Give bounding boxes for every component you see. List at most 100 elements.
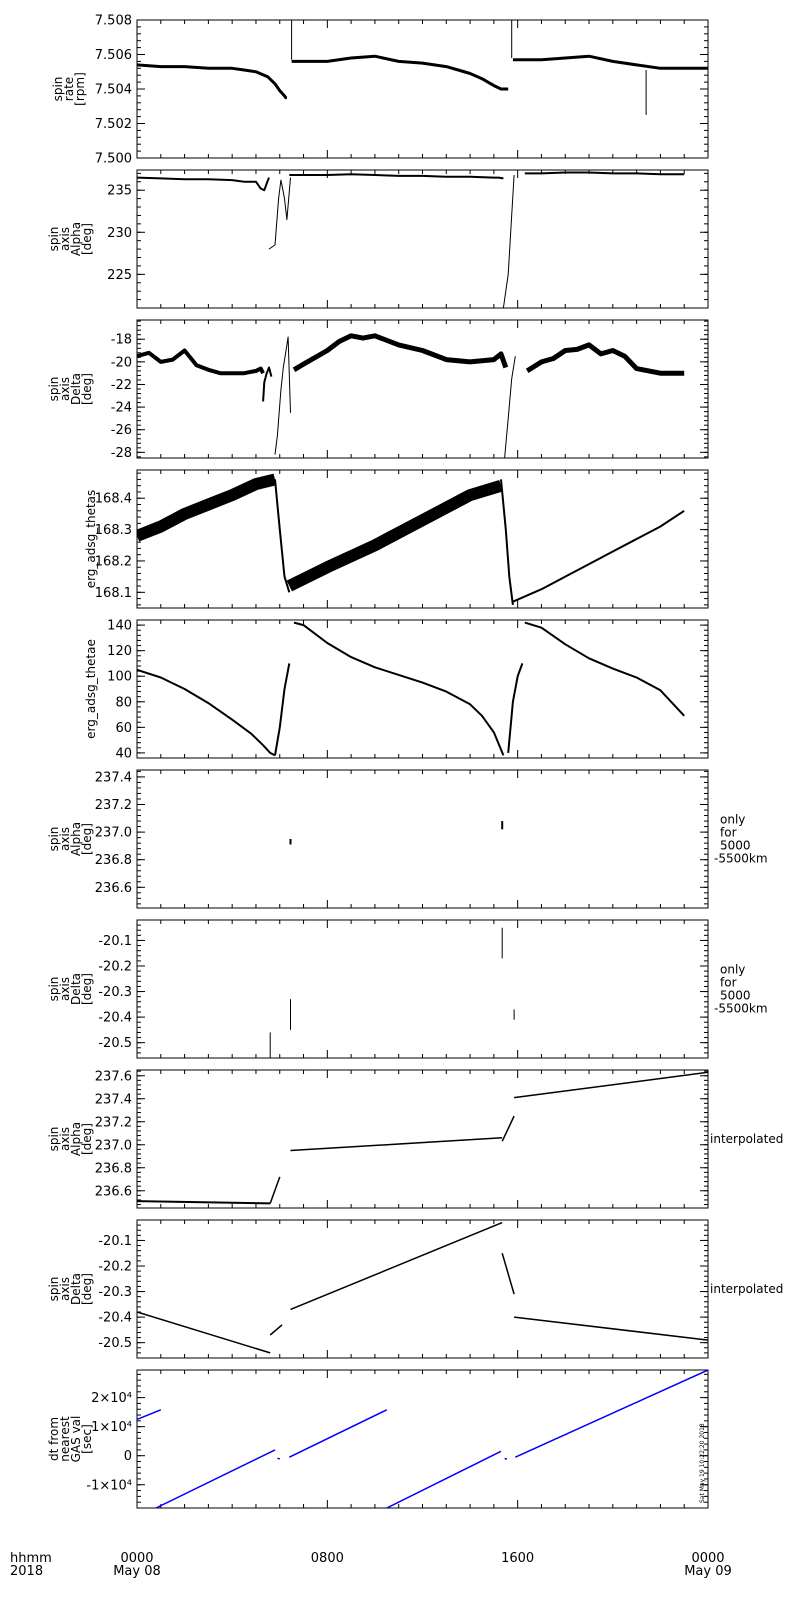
y-tick-label: 168.2 bbox=[95, 554, 132, 569]
y-axis-label: axis bbox=[58, 1277, 72, 1301]
y-axis-label: Delta bbox=[69, 973, 83, 1005]
panel-frame bbox=[136, 1069, 709, 1209]
y-tick-label: 80 bbox=[115, 695, 132, 710]
y-tick-label: 0 bbox=[124, 1449, 132, 1464]
y-tick-label: -20.3 bbox=[98, 1285, 132, 1300]
data-series-2 bbox=[268, 177, 291, 250]
y-tick-label: 236.6 bbox=[95, 881, 132, 896]
y-axis-label: [deg] bbox=[80, 1123, 94, 1155]
y-axis-label: spin bbox=[47, 227, 61, 252]
y-axis-label: axis bbox=[58, 227, 72, 251]
data-series-1 bbox=[137, 1200, 271, 1205]
panels-group: 7.5007.5027.5047.5067.508spinrate[rpm]22… bbox=[47, 14, 783, 1509]
y-axis-label: [deg] bbox=[80, 373, 94, 405]
y-tick-label: -20.5 bbox=[98, 1336, 132, 1351]
data-series-3 bbox=[290, 1137, 503, 1152]
data-series-1 bbox=[137, 63, 288, 100]
y-axis-label: Delta bbox=[69, 373, 83, 405]
y-tick-label: 7.506 bbox=[95, 48, 132, 63]
data-series-5 bbox=[512, 509, 685, 603]
y-tick-label: 237.0 bbox=[95, 826, 132, 841]
data-series-5 bbox=[524, 621, 685, 717]
data-series-3 bbox=[293, 621, 505, 756]
panel-frame bbox=[136, 919, 709, 1059]
y-axis-label: spin bbox=[47, 1127, 61, 1152]
y-tick-label: 236.8 bbox=[95, 853, 132, 868]
y-tick-label: 168.1 bbox=[95, 586, 132, 601]
y-tick-label: -20 bbox=[111, 355, 132, 370]
side-label: 5000 bbox=[720, 989, 751, 1003]
y-tick-label: -20.4 bbox=[98, 1311, 132, 1326]
panel-frame bbox=[136, 619, 709, 759]
y-tick-label: 60 bbox=[115, 721, 132, 736]
y-tick-label: 237.2 bbox=[95, 1115, 132, 1130]
panel-9: -20.5 -20.4 -20.3 -20.2 -20.1 spinaxisDelta[d… bbox=[47, 1219, 783, 1359]
y-tick-label: -18 bbox=[111, 333, 132, 348]
y-tick-label: 168.3 bbox=[95, 523, 132, 538]
y-axis-label: erg_adsg_thetae bbox=[84, 639, 98, 739]
y-axis-label: spin bbox=[47, 977, 61, 1002]
y-tick-label: -20.2 bbox=[98, 960, 132, 975]
y-tick-label: 237.4 bbox=[95, 770, 132, 785]
data-series-4 bbox=[507, 663, 524, 753]
y-tick-label: 2×10⁴ bbox=[91, 1391, 132, 1406]
data-series-2 bbox=[155, 1449, 276, 1508]
panel-frame bbox=[136, 1369, 709, 1509]
data-series-1 bbox=[137, 176, 270, 192]
y-tick-label: -26 bbox=[111, 423, 132, 438]
y-axis-label: [deg] bbox=[80, 223, 94, 255]
panel-frame bbox=[136, 319, 709, 459]
panel-frame bbox=[136, 469, 709, 609]
panel-5: 40 60 80 100 120 140 erg_adsg_thetae bbox=[84, 619, 709, 761]
y-axis-label: Alpha bbox=[69, 822, 83, 856]
y-tick-label: 237.6 bbox=[95, 1069, 132, 1084]
x-tick-label: 1600 bbox=[501, 1551, 534, 1566]
y-tick-label: 100 bbox=[107, 670, 132, 685]
y-axis-label: [deg] bbox=[80, 1273, 94, 1305]
y-axis-label: erg_adsg_thetas bbox=[84, 490, 98, 589]
side-label: interpolated bbox=[710, 1282, 783, 1296]
x-axis-year: 2018 bbox=[10, 1564, 43, 1579]
y-axis-label: Alpha bbox=[69, 222, 83, 256]
y-tick-label: -20.1 bbox=[98, 1234, 132, 1249]
panel-frame bbox=[136, 1219, 709, 1359]
side-label: only bbox=[720, 813, 745, 827]
panel-8: 236.6 236.8 237.0 237.2 237.4 237.6 spinaxisAl… bbox=[47, 1069, 783, 1209]
side-label: only bbox=[720, 963, 745, 977]
data-series-4 bbox=[501, 1252, 515, 1295]
y-axis-label: axis bbox=[58, 977, 72, 1001]
data-series-3 bbox=[289, 173, 504, 180]
y-tick-label: 7.500 bbox=[95, 152, 132, 167]
data-series-6 bbox=[525, 342, 685, 376]
y-tick-label: 237.0 bbox=[95, 1138, 132, 1153]
data-series-4 bbox=[501, 1115, 515, 1142]
y-tick-label: -20.3 bbox=[98, 985, 132, 1000]
y-axis-label: nearest bbox=[58, 1416, 72, 1462]
y-axis-label: Alpha bbox=[69, 1122, 83, 1156]
side-label: -5500km bbox=[714, 1002, 768, 1016]
x-date-label: May 08 bbox=[113, 1564, 161, 1579]
y-tick-label: -20.5 bbox=[98, 1036, 132, 1051]
y-axis-label: [rpm] bbox=[73, 72, 87, 106]
y-axis-label: [sec] bbox=[80, 1424, 94, 1454]
y-axis-label: [deg] bbox=[80, 823, 94, 855]
panel-frame bbox=[136, 769, 709, 909]
y-tick-label: -20.2 bbox=[98, 1260, 132, 1275]
x-tick-label: 0000 bbox=[691, 1551, 724, 1566]
y-tick-label: -20.1 bbox=[98, 934, 132, 949]
data-series-5 bbox=[386, 1450, 502, 1508]
y-axis-label: axis bbox=[58, 827, 72, 851]
y-tick-label: -22 bbox=[111, 378, 132, 393]
side-label: for bbox=[720, 826, 737, 840]
data-series-5 bbox=[512, 54, 708, 70]
y-tick-label: 237.2 bbox=[95, 798, 132, 813]
timestamp-note: Sat May 19 10:22:20 2018 bbox=[699, 1423, 706, 1503]
panel-6: 236.6 236.8 237.0 237.2 237.4 spinaxisAlpha[d… bbox=[47, 769, 768, 909]
data-series-5 bbox=[514, 1316, 708, 1341]
y-tick-label: 140 bbox=[107, 619, 132, 634]
